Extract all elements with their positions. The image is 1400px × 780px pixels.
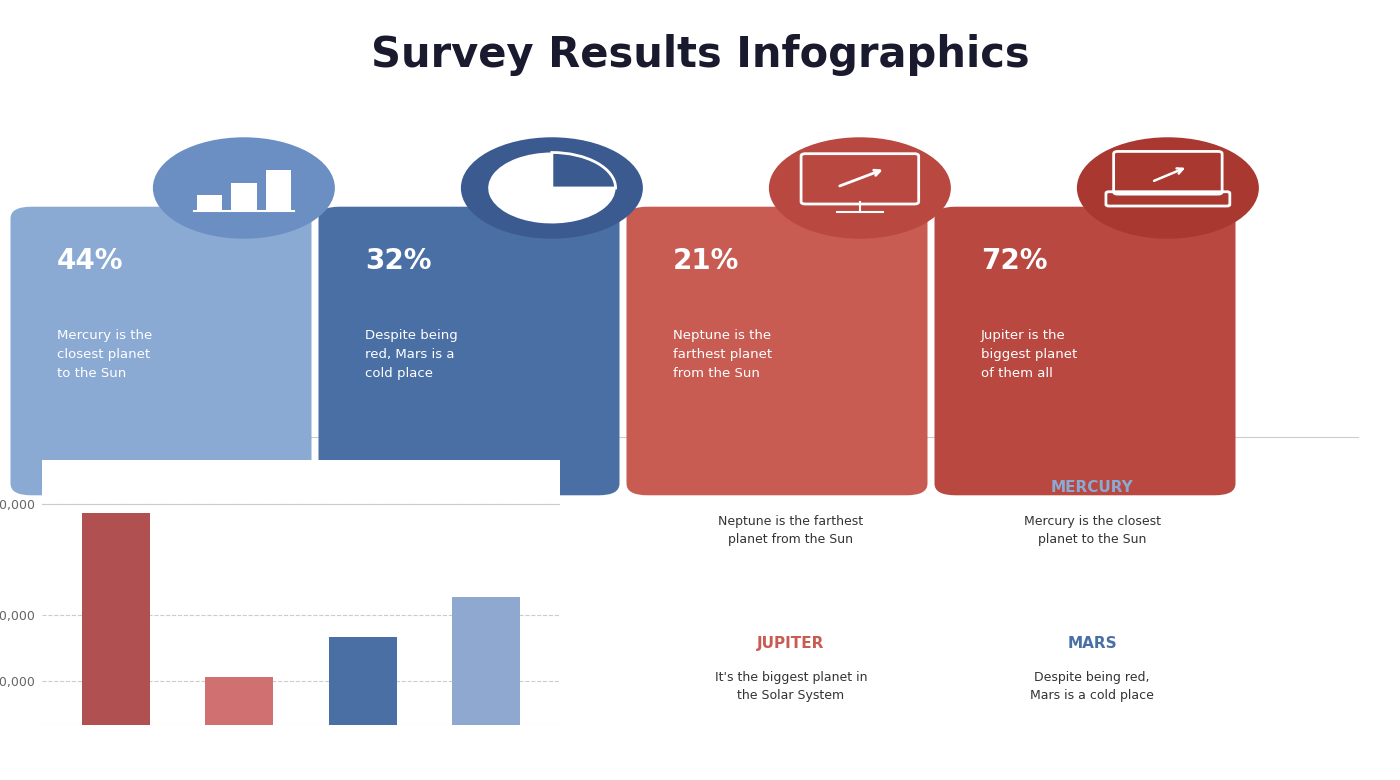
Text: 44%: 44%	[57, 247, 123, 275]
Circle shape	[153, 137, 335, 239]
Circle shape	[769, 137, 951, 239]
Bar	[83, 513, 150, 725]
Text: 72%: 72%	[980, 247, 1047, 275]
Wedge shape	[489, 153, 616, 223]
Text: Mercury is the
closest planet
to the Sun: Mercury is the closest planet to the Sun	[57, 329, 153, 381]
Text: NEPTUNE: NEPTUNE	[750, 480, 832, 495]
FancyBboxPatch shape	[231, 183, 256, 211]
Text: MERCURY: MERCURY	[1050, 480, 1134, 495]
Circle shape	[461, 137, 643, 239]
FancyBboxPatch shape	[196, 195, 223, 211]
Text: Mercury is the closest
planet to the Sun: Mercury is the closest planet to the Sun	[1023, 515, 1161, 546]
FancyBboxPatch shape	[266, 170, 291, 211]
Bar	[329, 637, 396, 725]
FancyBboxPatch shape	[319, 207, 619, 495]
Text: MARS: MARS	[1067, 636, 1117, 651]
Text: 21%: 21%	[673, 247, 739, 275]
FancyBboxPatch shape	[935, 207, 1235, 495]
Text: Neptune is the
farthest planet
from the Sun: Neptune is the farthest planet from the …	[673, 329, 771, 381]
Text: JUPITER: JUPITER	[757, 636, 825, 651]
Text: Neptune is the farthest
planet from the Sun: Neptune is the farthest planet from the …	[718, 515, 864, 546]
Bar	[452, 597, 519, 725]
Bar	[206, 677, 273, 725]
Text: Jupiter is the
biggest planet
of them all: Jupiter is the biggest planet of them al…	[980, 329, 1077, 381]
FancyBboxPatch shape	[627, 207, 927, 495]
Text: Despite being
red, Mars is a
cold place: Despite being red, Mars is a cold place	[364, 329, 458, 381]
FancyBboxPatch shape	[11, 207, 311, 495]
Text: It's the biggest planet in
the Solar System: It's the biggest planet in the Solar Sys…	[715, 671, 867, 702]
Circle shape	[1077, 137, 1259, 239]
Text: Despite being red,
Mars is a cold place: Despite being red, Mars is a cold place	[1030, 671, 1154, 702]
Text: Survey Results Infographics: Survey Results Infographics	[371, 34, 1029, 76]
Text: 32%: 32%	[364, 247, 431, 275]
